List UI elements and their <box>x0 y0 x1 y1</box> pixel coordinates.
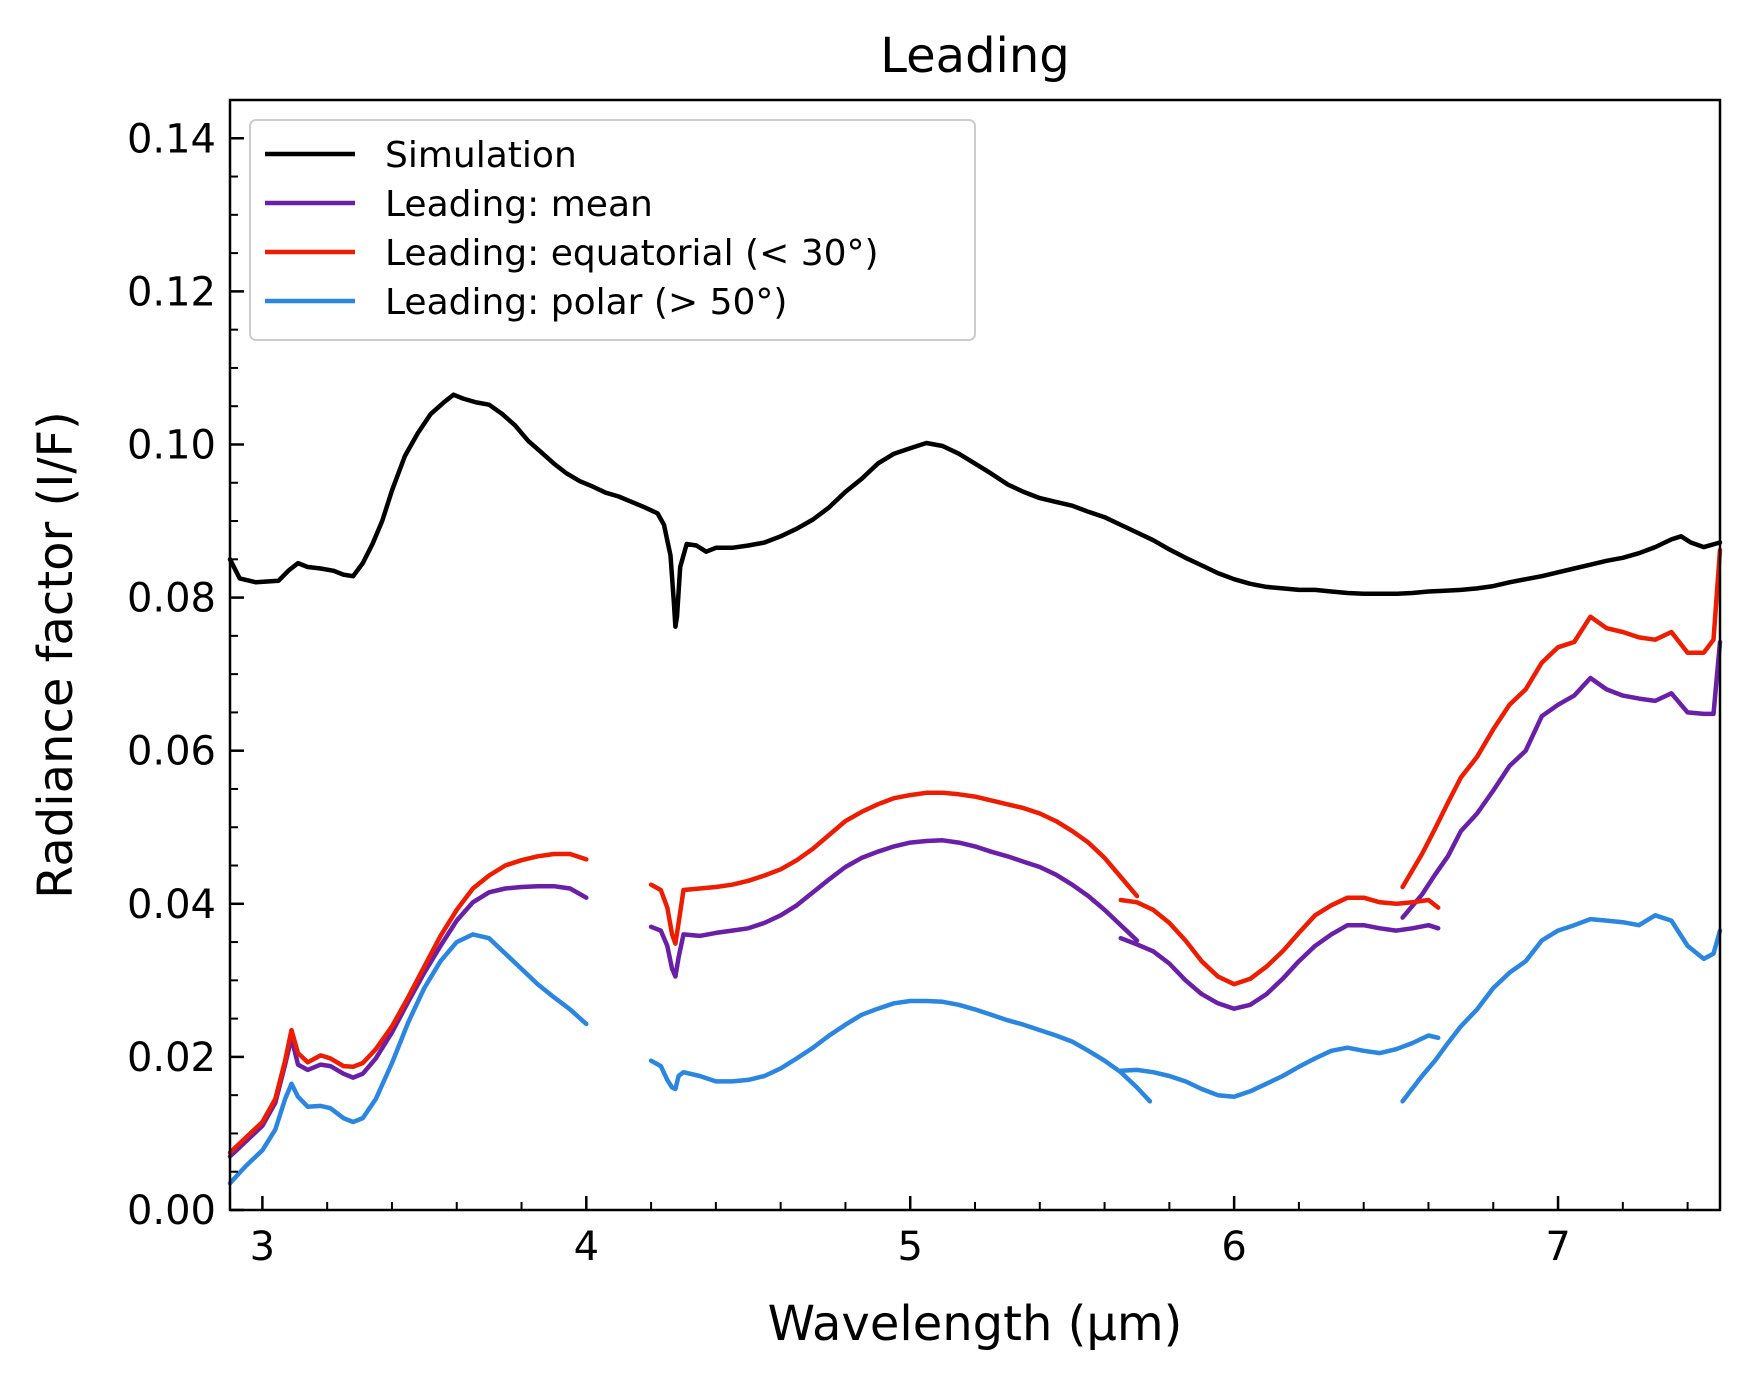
legend-label-simulation: Simulation <box>385 135 577 176</box>
y-tick-label: 0.06 <box>127 729 216 775</box>
legend-label-equatorial: Leading: equatorial (< 30°) <box>385 233 879 274</box>
x-tick-label: 5 <box>897 1224 922 1270</box>
legend: Simulation Leading: mean Leading: equato… <box>249 119 976 341</box>
series-mean-segment-1 <box>648 838 1140 979</box>
legend-entry-mean: Leading: mean <box>265 184 653 225</box>
series-mean-segment-3 <box>1400 639 1723 920</box>
y-tick-label: 0.10 <box>127 422 216 468</box>
x-tick-label: 3 <box>250 1224 275 1270</box>
series-polar-segment-0 <box>227 932 589 1186</box>
y-tick-label: 0.12 <box>127 269 216 315</box>
y-tick-label: 0.08 <box>127 576 216 622</box>
series-mean-segment-2 <box>1118 922 1441 1011</box>
series-equatorial-segment-0 <box>227 851 589 1155</box>
series-polar-segment-3 <box>1400 913 1723 1104</box>
series-layer <box>227 392 1723 1186</box>
y-tick-label: 0.00 <box>127 1188 216 1234</box>
y-tick-label: 0.02 <box>127 1035 216 1081</box>
legend-entry-polar: Leading: polar (> 50°) <box>265 282 787 323</box>
y-tick-label: 0.14 <box>127 116 216 162</box>
x-tick-label: 7 <box>1545 1224 1570 1270</box>
x-axis-label: Wavelength (μm) <box>768 1296 1183 1352</box>
x-tick-label: 6 <box>1221 1224 1246 1270</box>
legend-entry-equatorial: Leading: equatorial (< 30°) <box>265 233 879 274</box>
x-tick-label: 4 <box>574 1224 599 1270</box>
series-polar-segment-2 <box>1118 1033 1441 1099</box>
series-simulation-segment-0 <box>227 392 1723 629</box>
legend-entry-simulation: Simulation <box>265 135 577 176</box>
legend-box <box>249 119 976 341</box>
series-polar-segment-1 <box>648 998 1153 1104</box>
legend-label-polar: Leading: polar (> 50°) <box>385 282 787 323</box>
y-tick-labels: 0.00 0.02 0.04 0.06 0.08 0.10 0.12 0.14 <box>127 116 216 1234</box>
series-equatorial-segment-2 <box>1118 895 1441 987</box>
legend-label-mean: Leading: mean <box>385 184 653 225</box>
ticks-layer <box>230 99 1689 1212</box>
series-equatorial-segment-1 <box>648 790 1140 946</box>
y-axis-label: Radiance factor (I/F) <box>28 411 84 899</box>
x-tick-labels: 3 4 5 6 7 <box>250 1224 1571 1270</box>
chart-title: Leading <box>880 28 1070 84</box>
y-tick-label: 0.04 <box>127 882 216 928</box>
plot-frame <box>228 98 1722 1212</box>
series-equatorial-segment-3 <box>1400 547 1723 890</box>
